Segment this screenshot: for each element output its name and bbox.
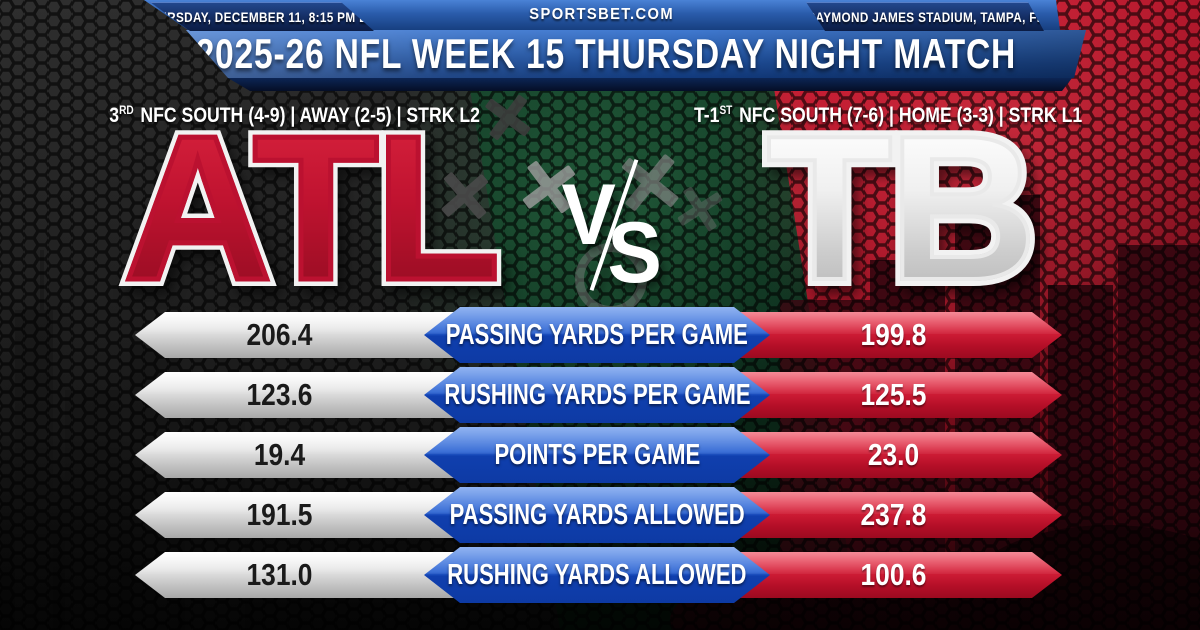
title-ribbon: 2025-26 NFL WEEK 15 THURSDAY NIGHT MATCH	[186, 30, 1086, 78]
home-team-record: T-1ST NFC SOUTH (7-6) | HOME (3-3) | STRK…	[693, 102, 1083, 127]
home-stat-bar	[725, 432, 1062, 478]
home-stat-value: 125.5	[860, 377, 927, 412]
stat-label-banner: POINTS PER GAME	[424, 427, 770, 483]
home-team-info: T-1ST NFC SOUTH (7-6) | HOME (3-3) | STRK…	[638, 101, 1138, 129]
home-stat-bar	[725, 312, 1062, 358]
stat-label-banner: PASSING YARDS ALLOWED	[424, 487, 770, 543]
home-stat-value: 237.8	[860, 497, 927, 532]
home-stat-bar	[725, 552, 1062, 598]
home-team-name-fill: TB	[725, 103, 1075, 313]
home-team-name-outline: TB	[725, 98, 1075, 318]
bar-gloss	[725, 492, 1062, 514]
bar-gloss	[424, 307, 770, 334]
bar-gloss	[424, 487, 770, 514]
stat-label-banner: PASSING YARDS PER GAME	[424, 307, 770, 363]
stat-label-banner: RUSHING YARDS PER GAME	[424, 367, 770, 423]
page-title: 2025-26 NFL WEEK 15 THURSDAY NIGHT MATCH	[195, 30, 1017, 77]
vs-mark: V S	[552, 159, 682, 301]
bar-gloss	[424, 547, 770, 574]
stat-label: RUSHING YARDS PER GAME	[443, 378, 751, 411]
home-team-name: TB TB	[725, 98, 1075, 318]
stat-row: PASSING YARDS ALLOWED 191.5 237.8	[0, 487, 1200, 543]
away-stat-value: 123.6	[246, 377, 313, 412]
away-stat-value: 131.0	[246, 557, 313, 592]
venue-plate: RAYMOND JAMES STADIUM, TAMPA, FL	[806, 2, 1044, 31]
stat-label: POINTS PER GAME	[494, 438, 700, 471]
away-team-name-fill: ATL	[75, 103, 545, 314]
bar-gloss	[725, 432, 1062, 454]
away-stat-value: 19.4	[253, 437, 306, 472]
away-team-name-outline: ATL	[75, 98, 545, 318]
title-ribbon-base	[228, 78, 1072, 91]
home-stat-value: 100.6	[860, 557, 927, 592]
ribbon-sheen	[186, 30, 1086, 78]
stat-label-banner: RUSHING YARDS ALLOWED	[424, 547, 770, 603]
bar-gloss	[424, 367, 770, 394]
date-label: THURSDAY, DECEMBER 11, 8:15 PM EST	[141, 8, 383, 25]
venue-label: RAYMOND JAMES STADIUM, TAMPA, FL	[806, 8, 1044, 25]
stat-label: PASSING YARDS ALLOWED	[449, 498, 745, 531]
away-team-info: 3RD NFC SOUTH (4-9) | AWAY (2-5) | STRK L…	[45, 101, 545, 129]
home-stat-value: 23.0	[867, 437, 920, 472]
stat-row: RUSHING YARDS ALLOWED 131.0 100.6	[0, 547, 1200, 603]
away-stat-value: 206.4	[246, 317, 313, 352]
stat-row: RUSHING YARDS PER GAME 123.6 125.5	[0, 367, 1200, 423]
bar-gloss	[725, 372, 1062, 394]
home-stat-value: 199.8	[860, 317, 927, 352]
stat-row: POINTS PER GAME 19.4 23.0	[0, 427, 1200, 483]
stat-row: PASSING YARDS PER GAME 206.4 199.8	[0, 307, 1200, 363]
stat-label: RUSHING YARDS ALLOWED	[447, 558, 747, 591]
away-team-name: ATL ATL	[75, 98, 545, 318]
date-plate: THURSDAY, DECEMBER 11, 8:15 PM EST	[150, 2, 374, 31]
home-stat-bar	[725, 372, 1062, 418]
bar-gloss	[424, 427, 770, 454]
bar-gloss	[725, 312, 1062, 334]
vs-letter-s: S	[607, 205, 662, 301]
site-label: SPORTSBET.COM	[529, 6, 675, 23]
stat-label: PASSING YARDS PER GAME	[445, 318, 749, 351]
home-stat-bar	[725, 492, 1062, 538]
away-stat-value: 191.5	[246, 497, 313, 532]
bar-gloss	[725, 552, 1062, 574]
away-team-record: 3RD NFC SOUTH (4-9) | AWAY (2-5) | STRK L…	[109, 102, 481, 127]
